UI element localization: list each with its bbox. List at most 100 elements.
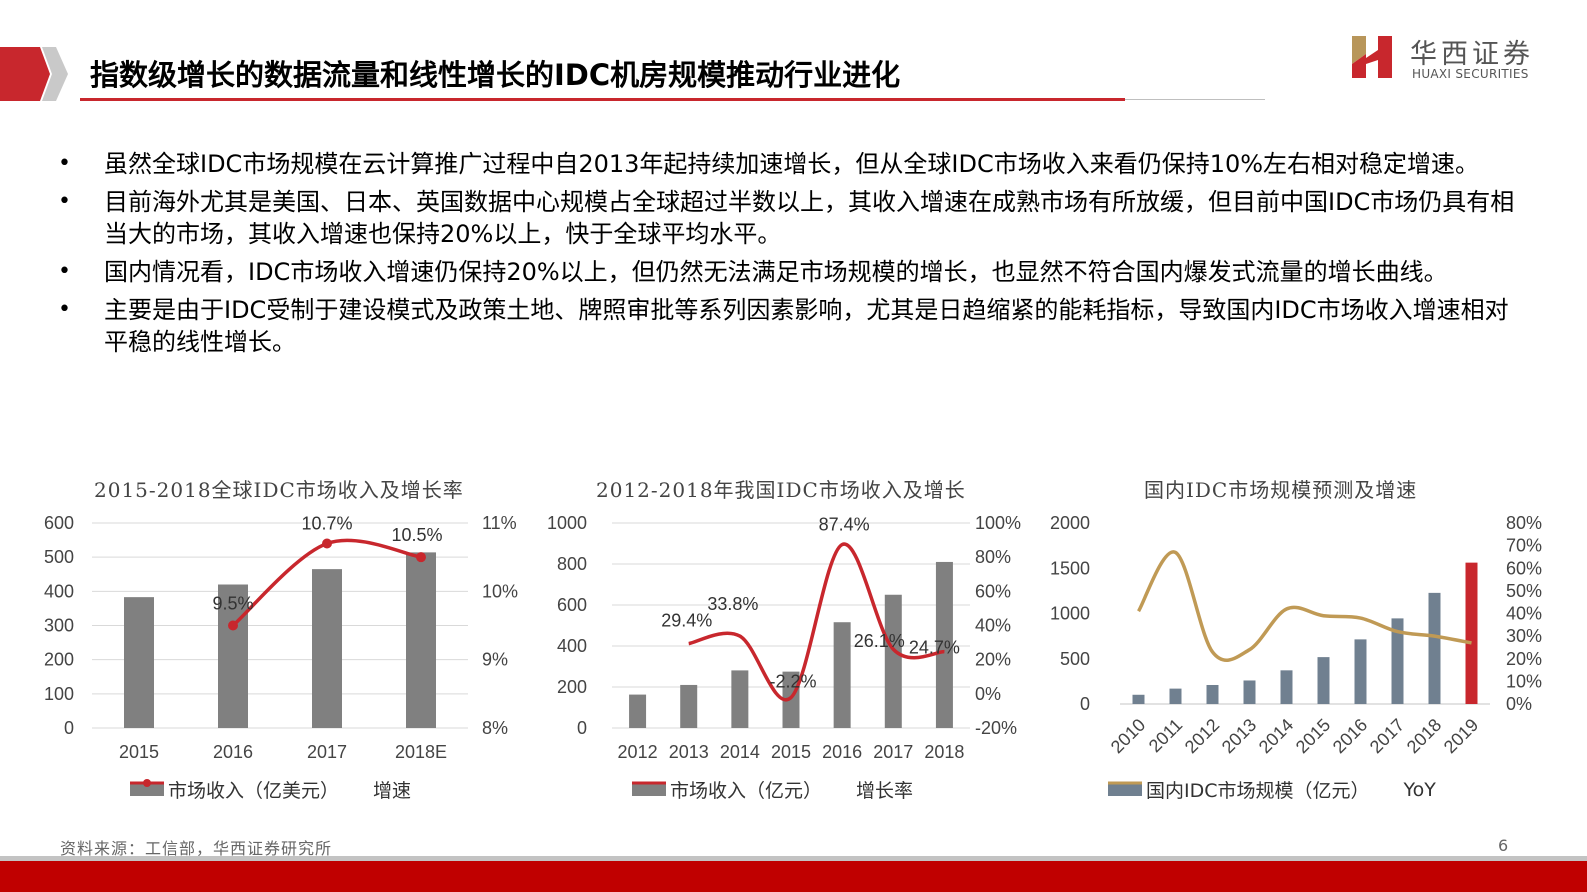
svg-text:2017: 2017 <box>307 742 347 762</box>
legend-line-icon <box>1108 781 1142 785</box>
svg-text:80%: 80% <box>975 547 1011 567</box>
svg-text:2017: 2017 <box>873 742 913 762</box>
source-note: 资料来源：工信部，华西证券研究所 <box>60 839 333 858</box>
svg-text:40%: 40% <box>975 616 1011 636</box>
svg-text:2018E: 2018E <box>395 742 447 762</box>
chart-china-idc-revenue: 2012-2018年我国IDC市场收入及增长 0 200 400 600 800 1000… <box>540 470 1040 810</box>
svg-text:60%: 60% <box>1506 558 1542 578</box>
svg-text:2013: 2013 <box>669 742 709 762</box>
svg-text:2019: 2019 <box>1440 715 1482 757</box>
chart-plot: 0 100 200 300 400 500 600 8% 9% 10% 11% 2015 2016 201… <box>44 513 518 762</box>
footer-band-red <box>0 861 1587 892</box>
bullet-list: • 虽然全球IDC市场规模在云计算推广过程中自2013年起持续加速增长，但从全球I… <box>58 148 1518 364</box>
svg-text:0%: 0% <box>975 684 1001 704</box>
svg-text:70%: 70% <box>1506 536 1542 556</box>
svg-text:20%: 20% <box>975 650 1011 670</box>
svg-text:0%: 0% <box>1506 694 1532 714</box>
page-title: 指数级增长的数据流量和线性增长的IDC机房规模推动行业进化 <box>90 58 901 92</box>
huaxi-logo: 华西证券 HUAXI SECURITIES <box>1350 32 1550 82</box>
svg-text:600: 600 <box>557 595 587 615</box>
svg-text:2015: 2015 <box>771 742 811 762</box>
chart-legend: 市场收入（亿美元） 增速 <box>130 776 411 803</box>
bullet-dot-icon: • <box>58 189 71 214</box>
svg-text:2012: 2012 <box>618 742 658 762</box>
svg-text:9.5%: 9.5% <box>212 594 253 614</box>
logo-chinese-name: 华西证券 <box>1410 39 1534 70</box>
svg-text:2015: 2015 <box>1292 715 1334 757</box>
legend-bar-swatch-icon <box>130 783 164 796</box>
svg-text:2010: 2010 <box>1107 715 1149 757</box>
svg-text:80%: 80% <box>1506 513 1542 533</box>
svg-text:1000: 1000 <box>1050 604 1090 624</box>
svg-text:100%: 100% <box>975 513 1021 533</box>
svg-text:2011: 2011 <box>1145 715 1187 757</box>
svg-text:-20%: -20% <box>975 718 1017 738</box>
svg-text:200: 200 <box>44 650 74 670</box>
svg-text:2000: 2000 <box>1050 513 1090 533</box>
chart-title: 2015-2018全球IDC市场收入及增长率 <box>94 478 464 502</box>
title-accent-red <box>0 47 50 101</box>
bullet-item: • 国内情况看，IDC市场收入增速仍保持20%以上，但仍然无法满足市场规模的增长，… <box>58 258 1448 286</box>
svg-text:10.7%: 10.7% <box>301 514 352 534</box>
bullet-dot-icon: • <box>58 151 71 176</box>
legend-bar-swatch-icon <box>632 783 666 796</box>
svg-text:2017: 2017 <box>1366 715 1408 757</box>
chart-china-idc-forecast: 国内IDC市场规模预测及增速 0 500 1000 1500 2000 0% 10% 20% 3… <box>1040 470 1542 810</box>
svg-text:24.7%: 24.7% <box>909 638 960 658</box>
chart-plot: 0 200 400 600 800 1000 -20% 0% 20% 40% 60% 80% 100% 2… <box>547 513 1021 762</box>
svg-text:0: 0 <box>577 718 587 738</box>
logo-english-name: HUAXI SECURITIES <box>1412 67 1529 81</box>
svg-text:11%: 11% <box>482 513 517 533</box>
chart-title: 2012-2018年我国IDC市场收入及增长 <box>596 478 966 502</box>
bullet-dot-icon: • <box>58 297 71 322</box>
svg-text:2014: 2014 <box>720 742 760 762</box>
svg-text:1000: 1000 <box>547 513 587 533</box>
svg-text:29.4%: 29.4% <box>661 611 712 631</box>
svg-text:0: 0 <box>1080 694 1090 714</box>
svg-text:2014: 2014 <box>1255 715 1297 757</box>
svg-text:87.4%: 87.4% <box>819 515 870 535</box>
svg-text:600: 600 <box>44 513 74 533</box>
legend-line-icon <box>632 781 666 785</box>
svg-text:400: 400 <box>44 581 74 601</box>
svg-text:800: 800 <box>557 554 587 574</box>
svg-text:2018: 2018 <box>924 742 964 762</box>
chart-global-idc-revenue: 2015-2018全球IDC市场收入及增长率 0 100 200 300 400 500 6… <box>30 470 530 810</box>
svg-text:2016: 2016 <box>1329 715 1371 757</box>
svg-text:33.8%: 33.8% <box>707 594 758 614</box>
svg-text:100: 100 <box>44 684 74 704</box>
svg-text:30%: 30% <box>1506 626 1542 646</box>
svg-text:2015: 2015 <box>119 742 159 762</box>
svg-text:400: 400 <box>557 636 587 656</box>
bullet-item: • 目前海外尤其是美国、日本、英国数据中心规模占全球超过半数以上，其收入增速在成熟… <box>58 188 1515 248</box>
svg-text:40%: 40% <box>1506 604 1542 624</box>
svg-text:9%: 9% <box>482 650 508 670</box>
svg-text:0: 0 <box>64 718 74 738</box>
svg-text:-2.2%: -2.2% <box>769 672 816 692</box>
svg-text:500: 500 <box>1060 649 1090 669</box>
page-number: 6 <box>1498 836 1509 855</box>
svg-text:8%: 8% <box>482 718 508 738</box>
chart-title: 国内IDC市场规模预测及增速 <box>1144 478 1418 502</box>
svg-text:200: 200 <box>557 677 587 697</box>
svg-text:10%: 10% <box>1506 671 1542 691</box>
huaxi-h-logo-icon <box>1352 36 1392 78</box>
svg-text:2016: 2016 <box>213 742 253 762</box>
svg-text:60%: 60% <box>975 581 1011 601</box>
svg-text:300: 300 <box>44 616 74 636</box>
bullet-item: • 虽然全球IDC市场规模在云计算推广过程中自2013年起持续加速增长，但从全球I… <box>58 150 1480 178</box>
svg-text:50%: 50% <box>1506 581 1542 601</box>
bullet-item: • 主要是由于IDC受制于建设模式及政策土地、牌照审批等系列因素影响，尤其是日趋缩… <box>58 296 1509 356</box>
footer-band-gray <box>0 856 1587 861</box>
svg-text:2012: 2012 <box>1181 715 1223 757</box>
legend-bar-swatch-icon <box>1108 783 1142 796</box>
title-underline-gray <box>1125 99 1265 100</box>
svg-text:2018: 2018 <box>1403 715 1445 757</box>
svg-text:500: 500 <box>44 547 74 567</box>
chart-legend: 国内IDC市场规模（亿元） YoY <box>1108 776 1436 803</box>
legend-line-marker-icon <box>130 779 164 787</box>
svg-text:1500: 1500 <box>1050 558 1090 578</box>
title-underline <box>80 98 1125 101</box>
svg-text:10.5%: 10.5% <box>391 525 442 545</box>
svg-text:26.1%: 26.1% <box>854 631 905 651</box>
